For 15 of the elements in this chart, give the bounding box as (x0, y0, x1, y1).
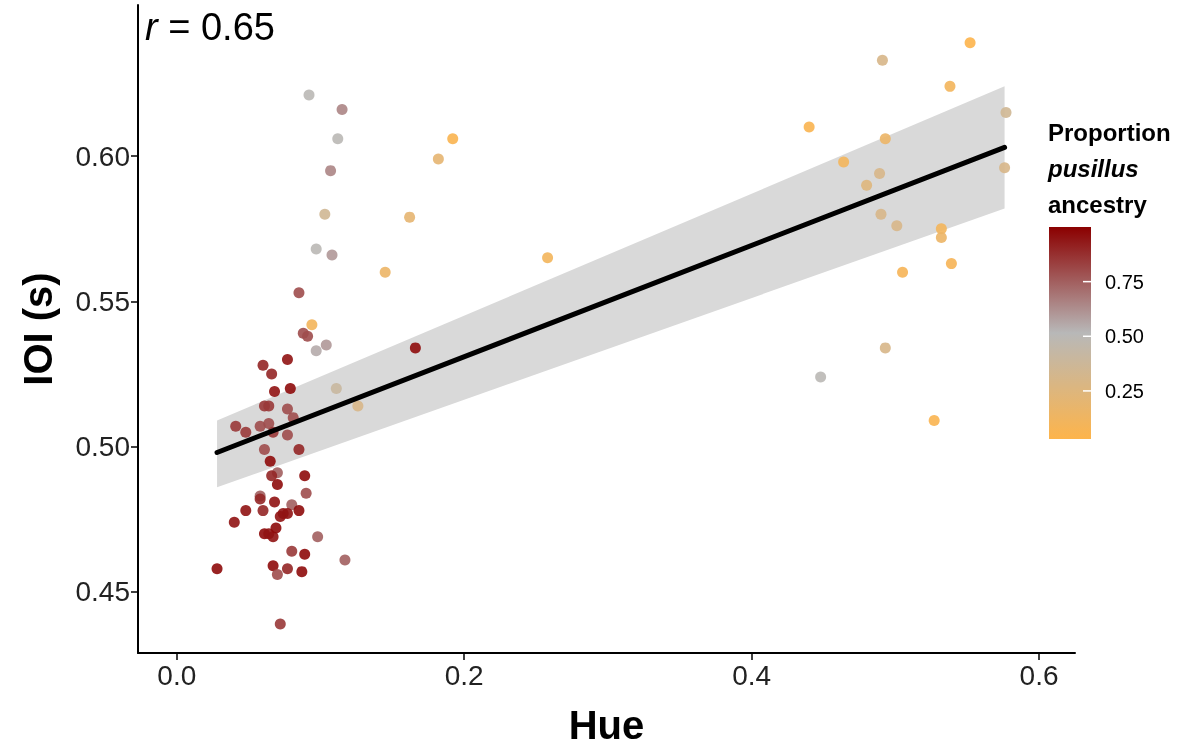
color-bar-label: 0.75 (1105, 270, 1144, 293)
color-bar-label: 0.25 (1105, 379, 1144, 402)
x-axis-title: Hue (568, 703, 645, 747)
x-tick-label: 0.6 (1019, 659, 1059, 691)
y-tick-label: 0.60 (75, 140, 130, 172)
annotation: r = 0.65 (145, 6, 275, 48)
x-tick-label: 0.4 (732, 659, 772, 691)
y-tick-label: 0.50 (75, 431, 130, 463)
y-tick-label: 0.45 (75, 576, 130, 608)
color-bar-label: 0.50 (1105, 325, 1144, 348)
x-tick-label: 0.0 (157, 659, 197, 691)
x-tick-label: 0.2 (444, 659, 484, 691)
color-bar-title: Proportion pusillus ancestry (1047, 118, 1171, 218)
y-tick-label: 0.55 (75, 285, 130, 317)
y-axis-title: IOI (s) (16, 272, 60, 386)
